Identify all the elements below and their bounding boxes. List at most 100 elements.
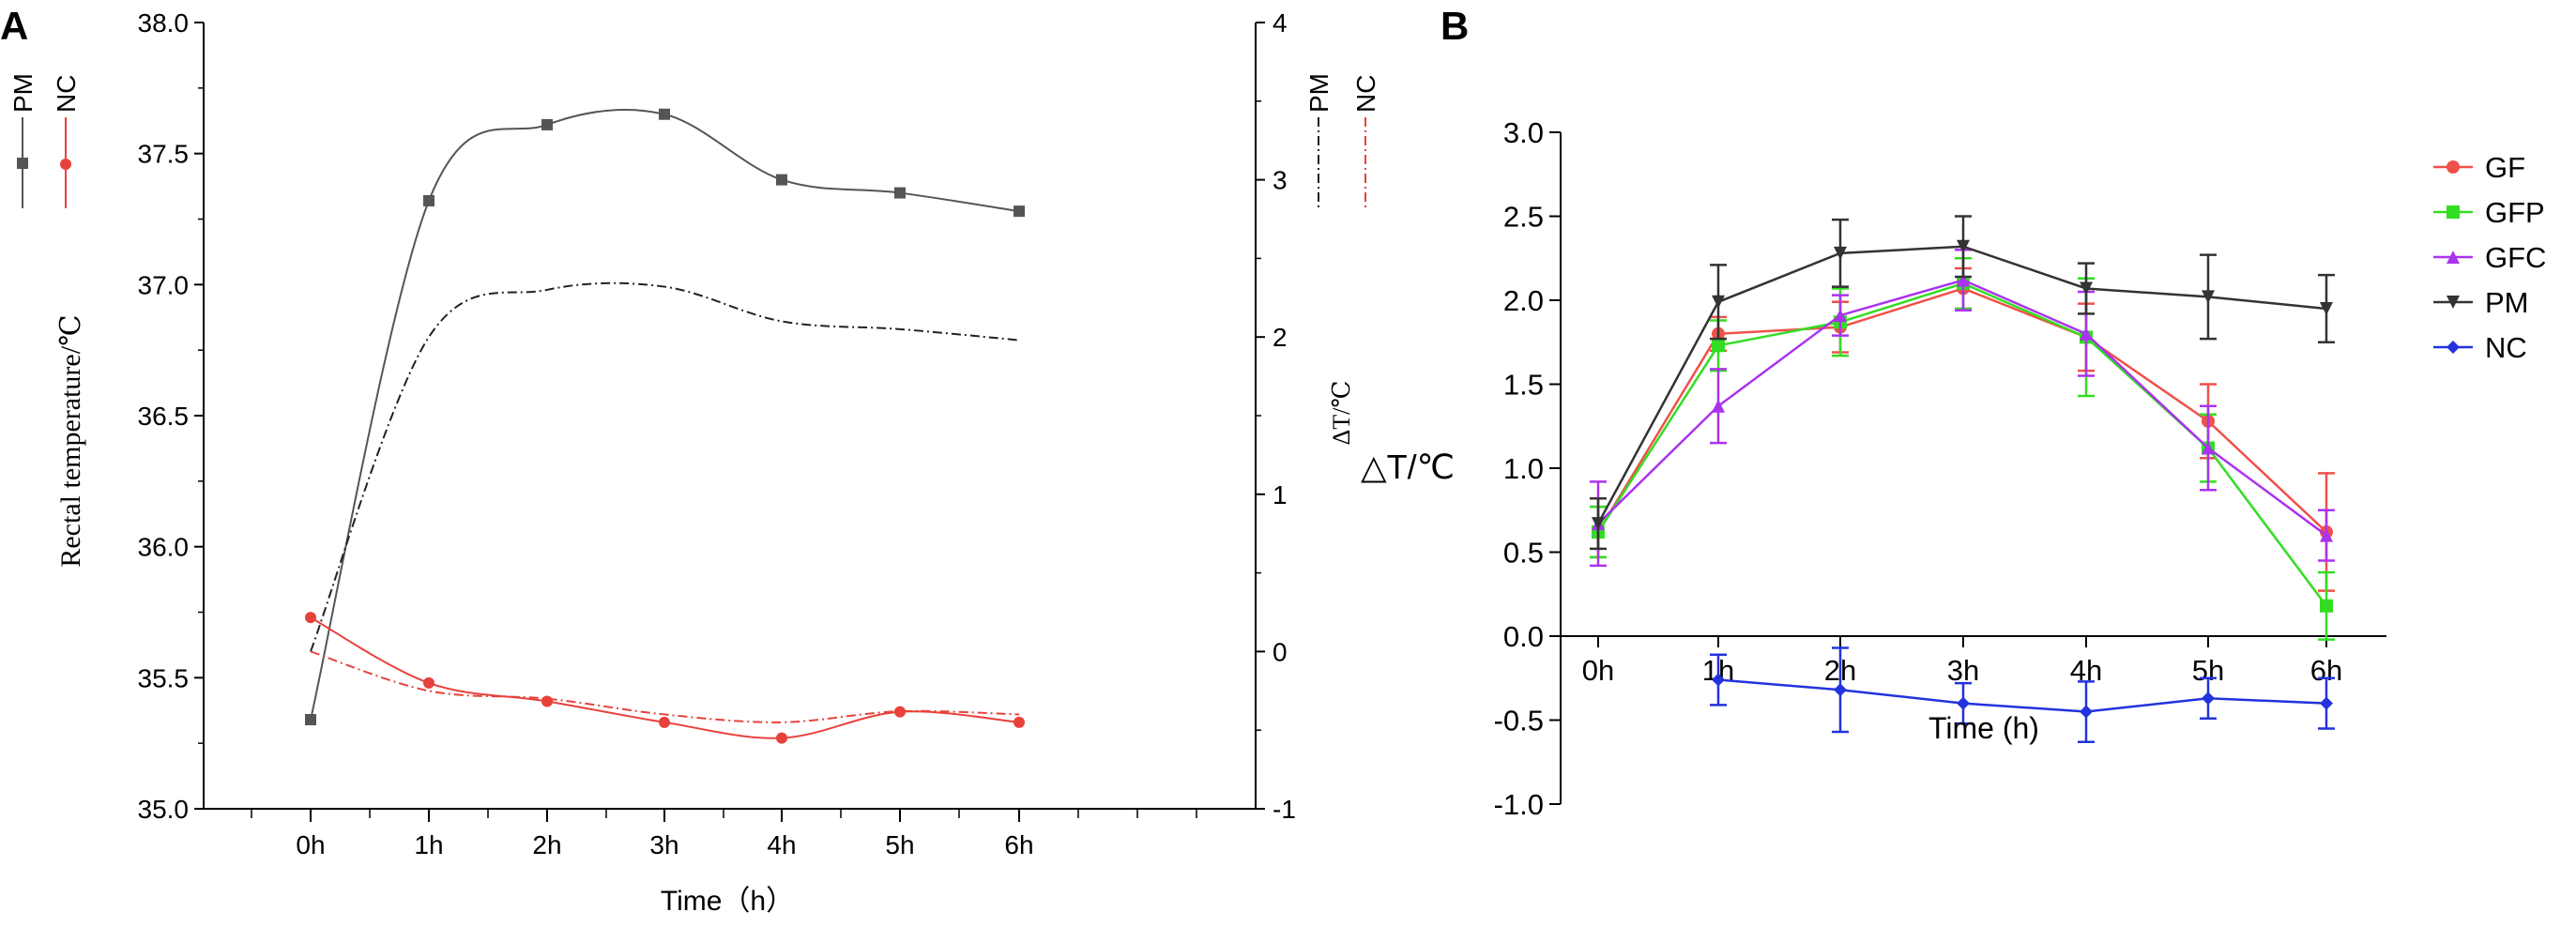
legend-entry-nc-left: NC [52,75,81,208]
x-tick-label: 0h [1582,654,1614,687]
marker-circle [541,695,553,707]
marker-triangle [1957,273,1970,287]
series-gf [1590,266,2335,592]
x-tick-label: 4h [767,830,796,859]
marker-square [894,187,906,199]
marker-triangle [1834,309,1847,323]
marker-triangle-down [1834,246,1847,260]
marker-diamond [2080,705,2093,719]
marker-circle [659,716,670,728]
marker-triangle [1712,399,1725,413]
panel-a-left-ylabel: Rectal temperature/℃ [55,314,86,567]
y-tick-label: 1.0 [1503,452,1544,485]
marker-square [2446,205,2460,219]
legend-entry-gfp: GFP [2433,196,2545,229]
legend-label: NC [52,75,81,113]
marker-circle [2446,160,2460,174]
panel-a-chart: 35.0 35.5 36.0 36.5 37.0 37.5 38.0 -1 0 1 2 3 4 0h 1… [8,8,1380,917]
y-tick-label-right: 0 [1273,637,1288,666]
y-tick-label-right: 4 [1273,8,1288,38]
marker-triangle [2320,528,2333,542]
y-tick-label: 2.0 [1503,284,1544,317]
series-line [310,650,1020,723]
series-nc [1710,646,2335,744]
x-tick-label: 0h [296,830,325,859]
x-tick-label: 1h [414,830,443,859]
marker-circle [305,612,316,624]
y-tick-label: -1.0 [1494,788,1544,821]
marker-triangle [2080,327,2093,341]
series-line [1717,678,2327,713]
series-gfp [1590,257,2335,641]
marker-square [305,714,316,726]
marker-circle [894,706,906,718]
marker-square [1712,339,1725,353]
legend-entry-nc: NC [2433,331,2527,364]
y-tick-label-right: -1 [1273,795,1296,824]
legend-label: NC [1351,75,1380,113]
y-tick-label-left: 37.0 [138,270,190,299]
marker-diamond [2446,341,2460,354]
y-tick-label: 1.5 [1503,369,1544,402]
marker-diamond [1712,673,1725,687]
marker-circle [1014,716,1025,728]
legend-label: GF [2485,151,2525,184]
y-tick-label-left: 36.0 [138,533,190,562]
marker-triangle-down [1712,295,1725,309]
legend-label: PM [8,73,38,113]
panel-label-b: B [1440,4,1469,48]
series-line [310,281,1020,652]
series-line [1597,279,2327,537]
marker-circle [423,676,434,689]
series-line [1596,287,2327,533]
legend-label: PM [1304,73,1334,113]
y-tick-label-left: 38.0 [138,8,190,38]
x-tick-label: 2h [532,830,561,859]
y-tick-label-left: 36.5 [138,402,190,431]
legend-label: GFP [2485,196,2545,229]
x-tick-label: 5h [885,830,914,859]
series-pm [1590,215,2335,551]
marker-diamond [2320,696,2333,710]
x-tick-label: 3h [1947,654,1979,687]
legend-entry-pm-left: PM [8,73,38,208]
panel-a-legend-right: PM NC [1304,73,1380,208]
y-tick-label-left: 35.0 [138,795,190,824]
y-tick-label: -0.5 [1494,705,1544,737]
y-tick-label: 0.5 [1503,537,1544,570]
legend-entry-nc-right: NC [1351,75,1380,208]
x-tick-label: 3h [649,830,678,859]
legend-label: NC [2485,331,2527,364]
marker-square [541,118,553,130]
panel-a-legend-left: PM NC [8,73,81,208]
marker-triangle-down [1957,239,1970,253]
marker-triangle [2202,441,2215,455]
legend-marker-circle [60,159,71,170]
y-tick-label-right: 3 [1273,166,1288,195]
y-tick-label: 0.0 [1503,620,1544,653]
legend-entry-gf: GF [2433,151,2525,184]
marker-triangle-down [2446,296,2460,309]
panel-label-a: A [0,4,28,48]
legend-label: PM [2485,286,2529,319]
series-nc-right [310,650,1020,723]
y-tick-label-left: 35.5 [138,663,190,692]
legend-marker-square [17,158,28,169]
legend-entry-pm-right: PM [1304,73,1334,208]
marker-diamond [1957,696,1970,710]
legend-entry-pm: PM [2433,286,2529,319]
x-tick-label: 6h [1004,830,1033,859]
y-tick-label: 2.5 [1503,201,1544,234]
marker-triangle [2446,251,2460,264]
series-line [310,108,1020,721]
y-tick-label-left: 37.5 [138,140,190,169]
marker-triangle-down [2080,281,2093,296]
y-tick-label: 3.0 [1503,116,1544,149]
marker-square [659,108,670,120]
series-line [1596,281,2328,607]
marker-triangle-down [2202,290,2215,304]
series-gfc [1590,249,2335,568]
marker-diamond [1834,683,1847,697]
panel-a-xlabel: Time（h） [661,886,794,917]
